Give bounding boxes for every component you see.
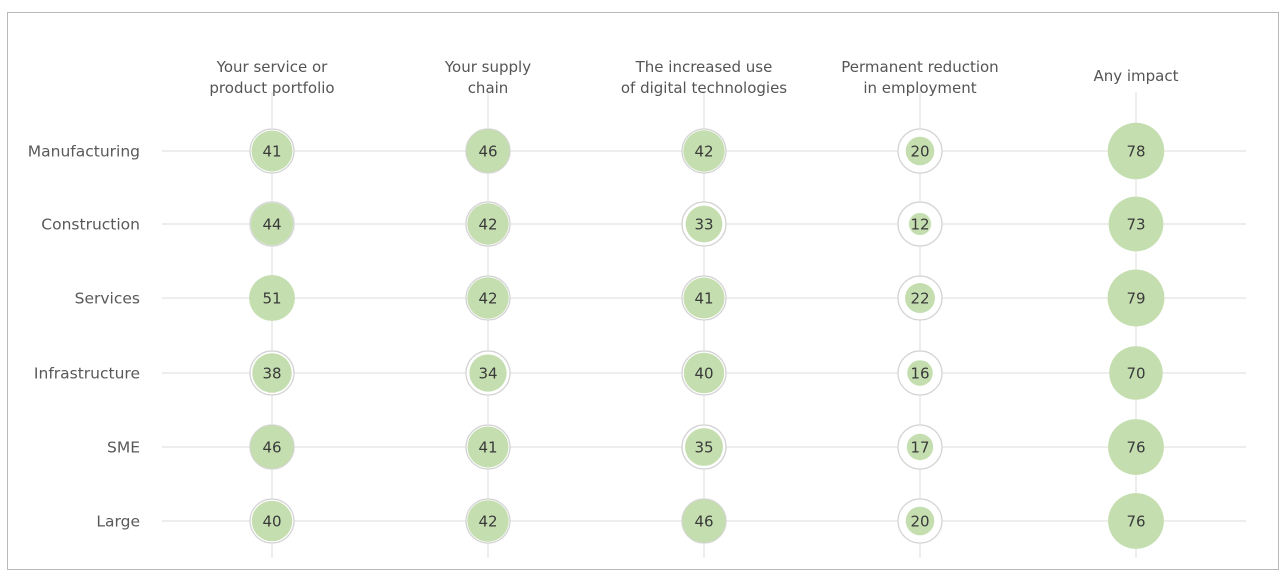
value-label-infrastructure-col-1: 38 (262, 365, 281, 383)
bubble-manufacturing-col-3 (683, 130, 725, 172)
bubble-manufacturing-col-5 (1107, 122, 1165, 180)
bubble-large-col-1 (251, 500, 293, 542)
bubble-services-col-1 (249, 275, 295, 321)
bubble-infrastructure-col-2 (469, 354, 507, 392)
bubble-large-col-3 (682, 499, 726, 543)
row-label-large: Large (96, 513, 140, 531)
column-header-4-line-1: Permanent reduction (841, 58, 998, 76)
value-label-infrastructure-col-4: 16 (910, 365, 929, 383)
bubble-construction-col-1 (250, 202, 294, 246)
bubble-sme-col-1 (250, 425, 294, 469)
bubble-sme-col-5 (1108, 419, 1164, 475)
value-label-large-col-1: 40 (262, 513, 281, 531)
bubble-large-col-2 (467, 500, 509, 542)
bubbles: 41 46 42 20 78 44 42 33 12 73 51 42 41 22 79 38 34 40 16 70… (249, 122, 1165, 549)
column-header-2-line-2: chain (468, 79, 509, 97)
bubble-construction-col-2 (467, 203, 509, 245)
row-label-sme: SME (107, 439, 140, 457)
bubble-large-col-5 (1108, 493, 1164, 549)
column-header-1-line-1: Your service or (216, 58, 328, 76)
value-label-construction-col-5: 73 (1126, 216, 1145, 234)
value-label-large-col-4: 20 (910, 513, 929, 531)
column-header-5-line-1: Any impact (1093, 67, 1178, 85)
value-label-construction-col-1: 44 (262, 216, 281, 234)
bubble-construction-col-4 (908, 212, 932, 236)
value-label-large-col-5: 76 (1126, 513, 1145, 531)
bubble-sme-col-2 (467, 426, 509, 468)
value-label-manufacturing-col-4: 20 (910, 143, 929, 161)
value-label-infrastructure-col-2: 34 (478, 365, 497, 383)
value-label-sme-col-3: 35 (694, 439, 713, 457)
value-label-sme-col-2: 41 (478, 439, 497, 457)
column-header-3-line-2: of digital technologies (621, 79, 787, 97)
chart-frame (7, 12, 1279, 570)
bubble-infrastructure-col-3 (683, 352, 725, 394)
value-label-large-col-2: 42 (478, 513, 497, 531)
value-label-manufacturing-col-3: 42 (694, 143, 713, 161)
bubble-services-col-4 (904, 282, 936, 314)
bubble-construction-col-5 (1108, 196, 1164, 252)
value-label-services-col-5: 79 (1126, 290, 1145, 308)
column-header-2-line-1: Your supply (444, 58, 531, 76)
value-label-large-col-3: 46 (694, 513, 713, 531)
bubble-manufacturing-col-1 (251, 130, 293, 172)
value-label-services-col-1: 51 (262, 290, 281, 308)
value-label-manufacturing-col-5: 78 (1126, 143, 1145, 161)
bubble-manufacturing-col-2 (466, 129, 510, 173)
value-label-manufacturing-col-1: 41 (262, 143, 281, 161)
value-label-infrastructure-col-3: 40 (694, 365, 713, 383)
value-label-services-col-3: 41 (694, 290, 713, 308)
bubble-services-col-3 (683, 277, 725, 319)
row-label-services: Services (75, 290, 140, 308)
bubble-sme-col-3 (685, 428, 723, 466)
bubble-manufacturing-col-4 (905, 136, 935, 166)
bubble-infrastructure-col-5 (1109, 346, 1163, 400)
value-label-construction-col-3: 33 (694, 216, 713, 234)
bubble-construction-col-3 (685, 205, 723, 243)
column-headers: Your service or product portfolio Your sup… (209, 58, 1178, 97)
value-label-services-col-2: 42 (478, 290, 497, 308)
bubble-services-col-5 (1107, 269, 1165, 327)
bubble-services-col-2 (467, 277, 509, 319)
column-header-4-line-2: in employment (863, 79, 976, 97)
column-header-3-line-1: The increased use (635, 58, 773, 76)
value-label-sme-col-1: 46 (262, 439, 281, 457)
value-label-construction-col-4: 12 (910, 216, 929, 234)
value-label-construction-col-2: 42 (478, 216, 497, 234)
bubble-large-col-4 (905, 506, 935, 536)
value-label-manufacturing-col-2: 46 (478, 143, 497, 161)
row-label-infrastructure: Infrastructure (34, 365, 140, 383)
row-label-manufacturing: Manufacturing (28, 143, 140, 161)
bubble-sme-col-4 (906, 433, 934, 461)
bubble-infrastructure-col-4 (907, 360, 933, 386)
value-label-sme-col-4: 17 (910, 439, 929, 457)
value-label-services-col-4: 22 (910, 290, 929, 308)
value-label-sme-col-5: 76 (1126, 439, 1145, 457)
row-labels: Manufacturing Construction Services Infrast… (28, 143, 140, 531)
value-label-infrastructure-col-5: 70 (1126, 365, 1145, 383)
column-header-1-line-2: product portfolio (209, 79, 334, 97)
row-label-construction: Construction (41, 216, 140, 234)
bubble-infrastructure-col-1 (252, 353, 292, 393)
